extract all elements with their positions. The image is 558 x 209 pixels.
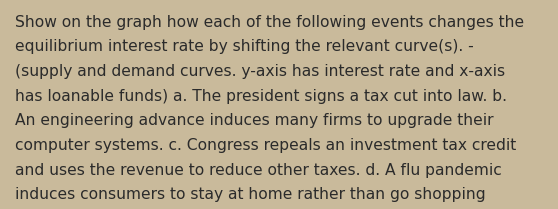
Text: induces consumers to stay at home rather than go shopping: induces consumers to stay at home rather… (15, 187, 485, 202)
Text: equilibrium interest rate by shifting the relevant curve(s). -: equilibrium interest rate by shifting th… (15, 39, 473, 54)
Text: computer systems. c. Congress repeals an investment tax credit: computer systems. c. Congress repeals an… (15, 138, 516, 153)
Text: An engineering advance induces many firms to upgrade their: An engineering advance induces many firm… (15, 113, 493, 128)
Text: and uses the revenue to reduce other taxes. d. A flu pandemic: and uses the revenue to reduce other tax… (15, 163, 501, 178)
Text: (supply and demand curves. y-axis has interest rate and x-axis: (supply and demand curves. y-axis has in… (15, 64, 504, 79)
Text: has loanable funds) a. The president signs a tax cut into law. b.: has loanable funds) a. The president sig… (15, 89, 507, 104)
Text: Show on the graph how each of the following events changes the: Show on the graph how each of the follow… (15, 15, 523, 30)
